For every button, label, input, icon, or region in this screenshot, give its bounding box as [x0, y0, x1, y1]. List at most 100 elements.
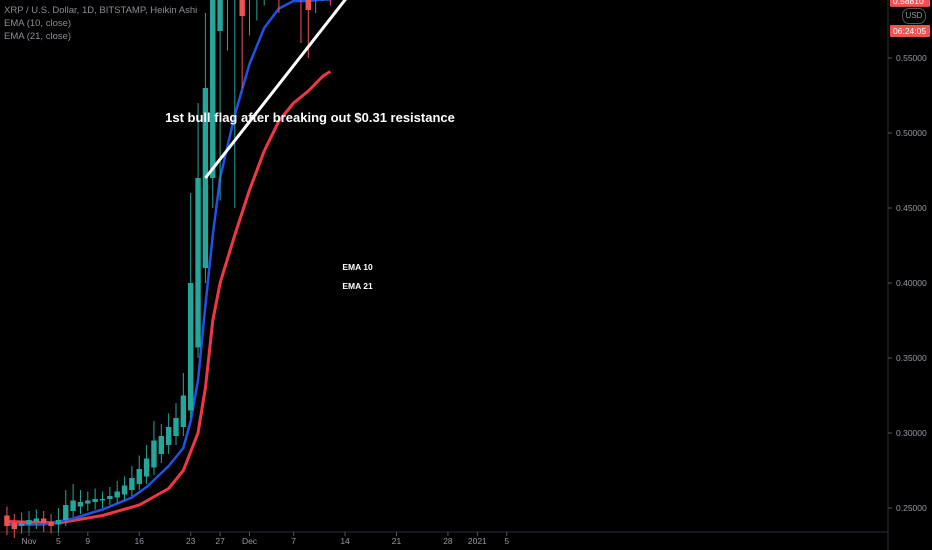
- candle-body: [195, 178, 201, 348]
- candle: [188, 193, 194, 418]
- legend-ema10: EMA (10, close): [4, 18, 72, 29]
- x-tick-label: 9: [85, 536, 90, 546]
- candle: [121, 476, 128, 501]
- ema10-label: EMA 10: [342, 262, 373, 272]
- annotations: $0.801st bull flag after breaking out $0…: [165, 0, 455, 291]
- price-label-bg: [890, 25, 930, 37]
- candle-body: [4, 515, 10, 526]
- price-label-text: 06:24:05: [893, 26, 926, 36]
- candle: [180, 373, 187, 436]
- candle-body: [26, 520, 32, 525]
- candle: [48, 514, 54, 534]
- bull-flag-triangle: [204, 0, 347, 179]
- candle: [143, 445, 150, 484]
- candle: [151, 421, 157, 475]
- candle: [77, 490, 84, 514]
- candle-body: [11, 523, 17, 529]
- candle: [256, 0, 258, 21]
- candle-body: [129, 478, 135, 490]
- price-label-bg: [890, 0, 930, 7]
- y-tick-label: 0.50000: [896, 128, 927, 138]
- candle-body: [114, 491, 120, 498]
- y-tick-label: 0.40000: [896, 278, 927, 288]
- y-tick-label: 0.55000: [896, 53, 927, 63]
- candle: [263, 0, 265, 6]
- candle-body: [210, 0, 216, 178]
- grid: [0, 0, 889, 550]
- x-tick-label: 2021: [468, 536, 487, 546]
- candle: [158, 424, 164, 463]
- ema21-series: [6, 70, 332, 525]
- candle: [329, 0, 331, 6]
- candle: [4, 506, 10, 535]
- legend-symbol: XRP / U.S. Dollar, 1D, BITSTAMP, Heikin …: [4, 5, 198, 16]
- candle: [210, 0, 216, 208]
- candle-body: [48, 521, 54, 526]
- candle-body: [85, 500, 91, 504]
- candle-body: [99, 499, 106, 501]
- candle: [99, 491, 106, 508]
- candle: [33, 509, 40, 529]
- currency-badge[interactable]: USD: [902, 8, 926, 24]
- candle-body: [107, 496, 113, 499]
- candle-body: [151, 440, 157, 468]
- candle: [202, 13, 209, 283]
- ema21-label: EMA 21: [342, 281, 373, 291]
- candle: [234, 0, 236, 208]
- candle: [107, 487, 113, 505]
- chart-legend: XRP / U.S. Dollar, 1D, BITSTAMP, Heikin …: [4, 4, 197, 43]
- candle-body: [70, 500, 76, 511]
- candle: [173, 403, 179, 445]
- x-tick-label: 14: [340, 536, 350, 546]
- ema10-line: [7, 0, 331, 526]
- candle: [63, 490, 69, 526]
- candle: [129, 466, 135, 496]
- x-tick-label: 5: [56, 536, 61, 546]
- candle: [70, 484, 76, 517]
- x-tick-label: Nov: [21, 536, 37, 546]
- candle: [11, 514, 17, 538]
- candle-body: [92, 499, 98, 502]
- candle-body: [143, 458, 150, 477]
- y-tick-label: 0.45000: [896, 203, 927, 213]
- bull-flag-annotation: 1st bull flag after breaking out $0.31 r…: [165, 110, 455, 125]
- x-tick-label: 16: [135, 536, 145, 546]
- x-tick-label: 5: [504, 536, 509, 546]
- x-tick-label: 7: [291, 536, 296, 546]
- y-tick-label: 0.25000: [896, 503, 927, 513]
- candle: [41, 511, 47, 532]
- x-tick-label: Dec: [242, 536, 258, 546]
- candle: [300, 0, 302, 43]
- legend-ema21: EMA (21, close): [4, 31, 72, 42]
- candle: [18, 512, 25, 534]
- x-tick-label: 23: [186, 536, 196, 546]
- candle-body: [63, 505, 69, 520]
- x-tick-label: 27: [215, 536, 225, 546]
- y-axis: 0.25000 0.30000 0.35000 0.40000 0.45000 0.500…: [888, 0, 930, 513]
- price-label: 0.58810: [890, 0, 930, 7]
- candlestick-series: [4, 0, 331, 538]
- candle-body: [239, 0, 245, 16]
- candle-body: [18, 523, 25, 526]
- ema10-series: [7, 0, 331, 526]
- ema21-line: [6, 70, 332, 525]
- candle: [226, 0, 228, 51]
- candle: [26, 511, 32, 532]
- y-tick-label: 0.35000: [896, 353, 927, 363]
- candle: [92, 488, 98, 510]
- candle-body: [173, 418, 179, 436]
- candle-body: [121, 485, 128, 495]
- candle: [114, 481, 120, 504]
- candle-body: [136, 469, 142, 484]
- y-tick-label: 0.30000: [896, 428, 927, 438]
- candle: [305, 0, 311, 58]
- candle: [195, 103, 201, 358]
- candle-body: [165, 427, 172, 445]
- price-label-text: 0.58810: [893, 0, 924, 6]
- candle-body: [41, 518, 47, 523]
- candle-body: [55, 520, 62, 525]
- candle-body: [158, 436, 164, 454]
- price-label: 06:24:05: [890, 25, 930, 37]
- x-tick-label: 28: [443, 536, 453, 546]
